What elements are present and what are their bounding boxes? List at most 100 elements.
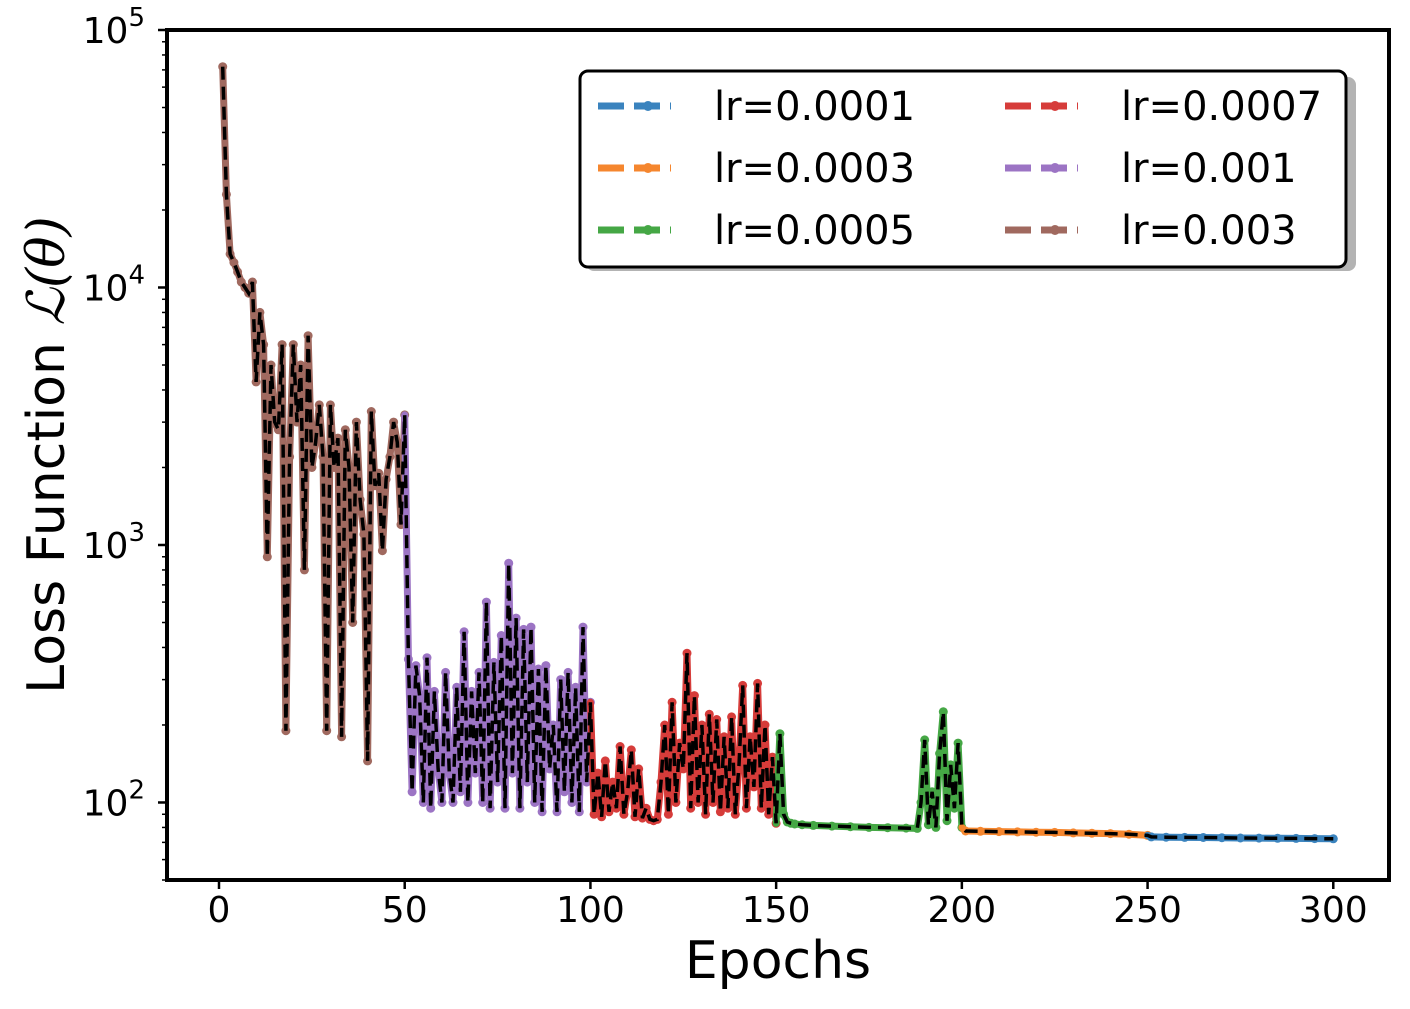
legend-label: lr=0.0001	[714, 84, 915, 130]
data-point	[634, 764, 644, 774]
y-axis: 102 103 104 105	[83, 3, 167, 881]
data-point	[593, 768, 603, 778]
data-point	[478, 798, 488, 807]
data-point	[760, 720, 770, 730]
x-tick-label: 0	[208, 890, 231, 931]
y-axis-title: Loss Function ℒ(θ)	[17, 216, 77, 694]
data-point	[504, 558, 514, 568]
legend-label: lr=0.003	[1121, 208, 1297, 254]
data-point	[619, 809, 629, 819]
legend-entry: lr=0.001	[1005, 146, 1297, 192]
plot-frame	[165, 28, 1391, 882]
series-lr-0-0005	[775, 707, 970, 835]
overlay-dashed-line	[220, 66, 1334, 841]
data-point	[790, 819, 800, 829]
data-point	[545, 764, 555, 774]
data-point	[827, 821, 837, 831]
data-point	[307, 463, 317, 472]
data-point	[262, 552, 272, 562]
data-point	[600, 756, 610, 766]
legend-entry: lr=0.003	[1005, 208, 1297, 254]
legend-label: lr=0.001	[1121, 146, 1297, 192]
legend-marker	[1050, 225, 1060, 235]
data-point	[541, 661, 551, 671]
data-point	[975, 826, 985, 836]
y-tick-label: 105	[83, 3, 145, 52]
legend-entry: lr=0.0007	[1005, 84, 1322, 130]
data-point	[463, 798, 473, 807]
data-point	[1273, 833, 1283, 843]
data-point	[663, 809, 673, 819]
legend-label: lr=0.0005	[714, 208, 915, 254]
legend: lr=0.0001 lr=0.0003 lr=0.0005 lr=0.0007 lr=0…	[578, 69, 1356, 271]
data-point	[329, 463, 339, 472]
x-tick-label: 50	[382, 890, 428, 931]
data-point	[626, 745, 636, 755]
overlay-layer	[220, 66, 1334, 841]
data-point	[1217, 833, 1227, 843]
x-tick-label: 150	[742, 890, 811, 931]
data-point	[608, 777, 618, 787]
x-axis-title: Epochs	[685, 931, 871, 991]
y-tick-label: 104	[83, 260, 145, 309]
data-point	[415, 691, 425, 701]
data-point	[481, 597, 491, 607]
data-point	[935, 749, 945, 758]
data-point	[938, 707, 948, 717]
y-axis-title-text: Loss Function	[17, 326, 77, 694]
data-point	[444, 768, 454, 778]
legend-entries: lr=0.0001 lr=0.0003 lr=0.0005 lr=0.0007 lr=0…	[598, 84, 1322, 254]
data-point	[426, 803, 436, 813]
legend-marker	[643, 101, 653, 111]
data-point	[727, 712, 737, 722]
series-line	[219, 63, 409, 765]
data-point	[756, 803, 766, 813]
data-point	[377, 546, 387, 556]
data-point	[1235, 833, 1245, 843]
y-tick-label: 102	[83, 775, 145, 824]
data-point	[229, 258, 239, 267]
data-point	[808, 820, 818, 830]
data-point	[745, 732, 755, 742]
x-tick-label: 200	[927, 890, 996, 931]
x-tick-label: 100	[556, 890, 625, 931]
data-point	[1254, 833, 1264, 843]
legend-marker	[643, 163, 653, 173]
y-tick-label: 103	[83, 518, 145, 567]
data-point	[496, 631, 506, 640]
legend-entry: lr=0.0001	[598, 84, 915, 130]
data-point	[318, 452, 328, 462]
data-point	[912, 823, 922, 833]
data-point	[589, 809, 599, 819]
legend-marker	[1050, 163, 1060, 173]
data-point	[715, 807, 725, 817]
data-point	[678, 764, 688, 774]
data-point	[571, 682, 581, 692]
legend-marker	[1050, 101, 1060, 111]
data-point	[559, 787, 569, 797]
x-tick-label: 300	[1299, 890, 1368, 931]
y-axis-title-math: ℒ(θ)	[17, 216, 77, 325]
data-point	[359, 529, 369, 539]
data-point	[994, 827, 1004, 837]
data-point	[689, 691, 699, 701]
series-lr-0-0001	[1146, 832, 1338, 844]
data-point	[441, 667, 451, 677]
data-point	[407, 787, 417, 797]
data-point	[623, 787, 633, 797]
legend-marker	[643, 225, 653, 235]
x-axis: 0 50 100 150 200 250 300	[208, 880, 1368, 931]
legend-entry: lr=0.0005	[598, 208, 915, 254]
data-point	[923, 820, 933, 830]
data-point	[285, 452, 295, 462]
x-tick-label: 250	[1113, 890, 1182, 931]
series-lr-0-003	[218, 62, 412, 766]
legend-label: lr=0.0007	[1121, 84, 1322, 130]
legend-label: lr=0.0003	[714, 146, 915, 192]
data-point	[526, 622, 536, 632]
legend-entry: lr=0.0003	[598, 146, 915, 192]
legend-box	[578, 69, 1348, 269]
data-point	[277, 340, 287, 350]
data-point	[452, 682, 462, 692]
